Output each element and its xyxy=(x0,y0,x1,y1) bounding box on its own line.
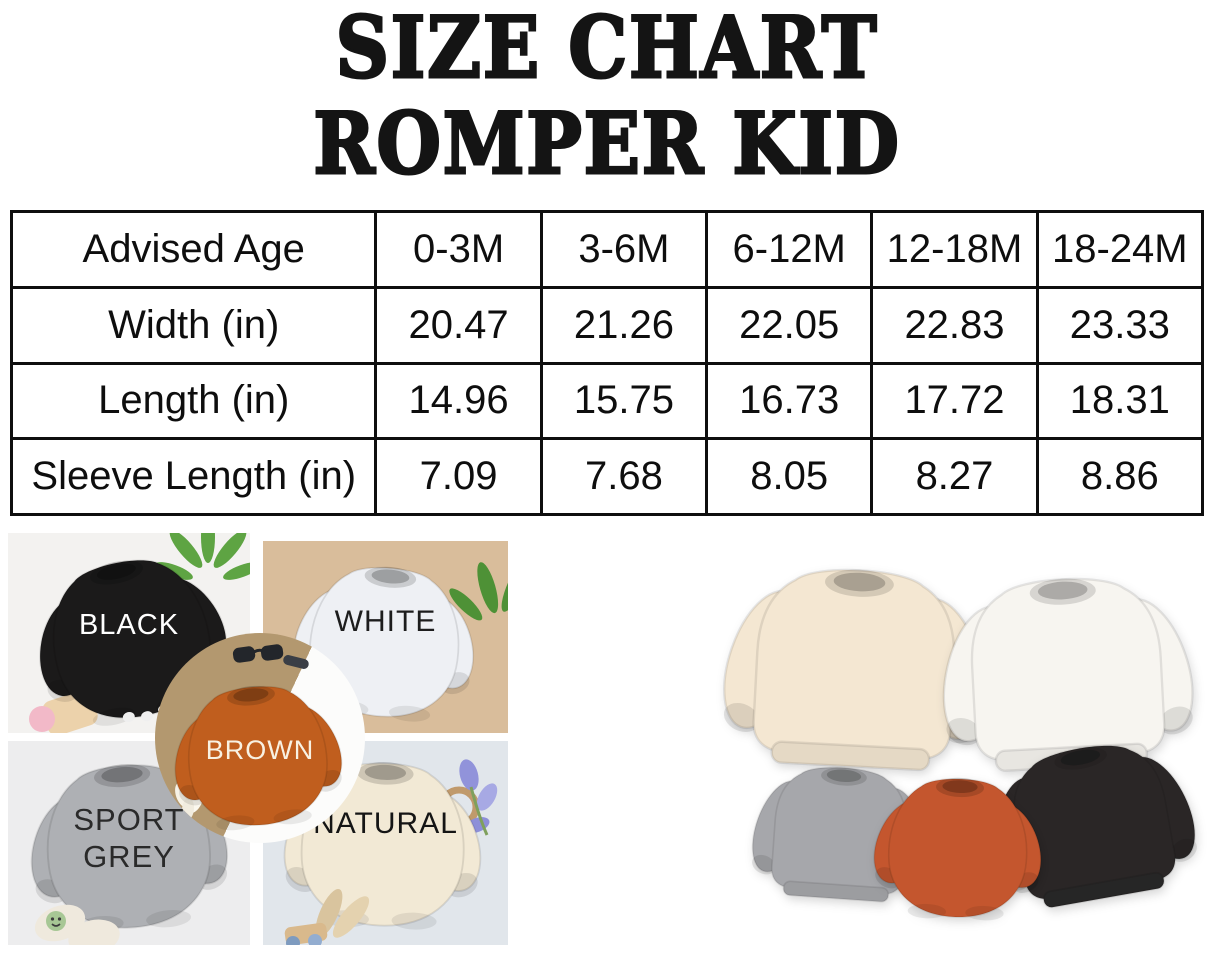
row-label-cell: Sleeve Length (in) xyxy=(9,437,378,516)
header-cell-size-2: 6-12M xyxy=(705,210,874,289)
value-cell: 22.05 xyxy=(705,285,874,365)
value-cell: 15.75 xyxy=(539,361,709,441)
table-row-width: Width (in) 20.47 21.26 22.05 22.83 23.33 xyxy=(9,285,1205,365)
header-cell-size-0: 0-3M xyxy=(374,210,543,289)
value-cell: 7.09 xyxy=(374,437,543,516)
product-group-photo xyxy=(700,533,1214,970)
value-cell: 16.73 xyxy=(705,361,874,441)
row-label-cell: Length (in) xyxy=(9,361,378,441)
color-options-collage: BLACK WHITE xyxy=(8,533,508,945)
header-cell-size-1: 3-6M xyxy=(539,210,709,289)
value-cell: 21.26 xyxy=(539,285,709,365)
table-header-row: Advised Age 0-3M 3-6M 6-12M 12-18M 18-24… xyxy=(9,210,1205,289)
value-cell: 22.83 xyxy=(870,285,1039,365)
brown-romper-photo xyxy=(155,644,360,838)
header-cell-size-4: 18-24M xyxy=(1035,210,1205,289)
row-label-cell: Width (in) xyxy=(9,285,378,365)
value-cell: 8.05 xyxy=(705,437,874,516)
smiley-shoes-icon xyxy=(34,904,120,945)
value-cell: 8.27 xyxy=(870,437,1039,516)
size-chart-table: Advised Age 0-3M 3-6M 6-12M 12-18M 18-24… xyxy=(9,210,1205,516)
value-cell: 7.68 xyxy=(539,437,709,516)
sport-grey-romper-photo xyxy=(9,753,248,945)
header-cell-advised-age: Advised Age xyxy=(9,210,378,289)
table-row-length: Length (in) 14.96 15.75 16.73 17.72 18.3… xyxy=(9,361,1205,441)
page-subtitle: ROMPER KID xyxy=(312,94,901,193)
size-chart-header: SIZE CHART ROMPER KID xyxy=(0,0,1214,193)
value-cell: 18.31 xyxy=(1035,361,1205,441)
sunglasses-icon xyxy=(232,644,309,669)
value-cell: 17.72 xyxy=(870,361,1039,441)
value-cell: 23.33 xyxy=(1035,285,1205,365)
white-sweatshirt xyxy=(923,570,1211,776)
sweatshirt-group xyxy=(705,560,1214,924)
header-cell-size-3: 12-18M xyxy=(870,210,1039,289)
color-option-brown: BROWN xyxy=(155,633,365,843)
bunny-toy-icon xyxy=(284,888,370,945)
natural-romper-photo xyxy=(267,757,498,945)
value-cell: 20.47 xyxy=(374,285,543,365)
value-cell: 14.96 xyxy=(374,361,543,441)
value-cell: 8.86 xyxy=(1035,437,1205,516)
page-title: SIZE CHART xyxy=(334,0,879,97)
table-row-sleeve-length: Sleeve Length (in) 7.09 7.68 8.05 8.27 8… xyxy=(9,437,1205,516)
